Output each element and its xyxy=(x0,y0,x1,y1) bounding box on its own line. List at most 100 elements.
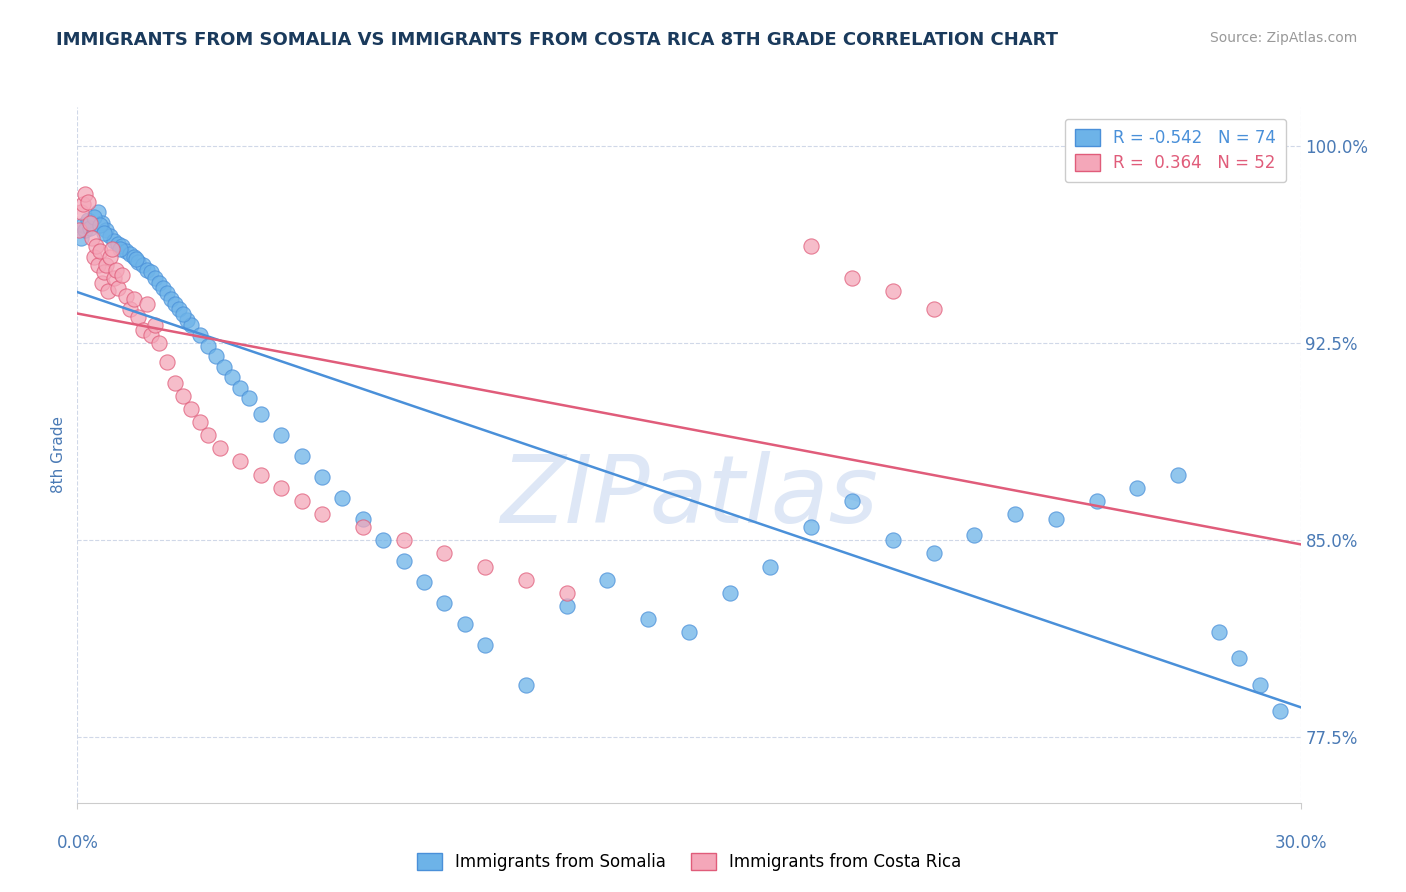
Point xyxy=(474,559,496,574)
Point xyxy=(84,239,107,253)
Point xyxy=(83,250,105,264)
Point xyxy=(515,678,537,692)
Point xyxy=(139,265,162,279)
Text: 30.0%: 30.0% xyxy=(1274,834,1327,852)
Point xyxy=(882,533,904,548)
Point xyxy=(176,312,198,326)
Point xyxy=(107,236,129,251)
Point xyxy=(169,302,191,317)
Point xyxy=(678,625,700,640)
Point xyxy=(135,262,157,277)
Point xyxy=(1270,704,1292,718)
Point xyxy=(1208,625,1230,640)
Point xyxy=(90,276,112,290)
Point xyxy=(250,407,273,421)
Point xyxy=(392,554,415,568)
Point xyxy=(270,481,292,495)
Y-axis label: 8th Grade: 8th Grade xyxy=(51,417,66,493)
Point xyxy=(229,454,252,468)
Point xyxy=(72,218,94,232)
Point xyxy=(759,559,782,574)
Point xyxy=(79,216,101,230)
Point xyxy=(433,596,456,610)
Point xyxy=(111,268,134,282)
Point xyxy=(156,355,179,369)
Point xyxy=(474,638,496,652)
Point xyxy=(800,239,823,253)
Point xyxy=(555,599,578,613)
Point xyxy=(156,286,179,301)
Point xyxy=(135,297,157,311)
Point xyxy=(143,270,166,285)
Point xyxy=(922,302,945,317)
Point xyxy=(103,234,125,248)
Point xyxy=(70,205,93,219)
Point xyxy=(172,308,194,322)
Point xyxy=(882,284,904,298)
Point xyxy=(180,318,202,332)
Point xyxy=(148,336,170,351)
Point xyxy=(83,211,105,225)
Point xyxy=(311,507,333,521)
Point xyxy=(107,281,129,295)
Point xyxy=(188,328,211,343)
Point xyxy=(413,575,436,590)
Point xyxy=(87,205,110,219)
Point xyxy=(238,392,260,406)
Point xyxy=(75,186,97,201)
Point xyxy=(963,528,986,542)
Point xyxy=(87,258,110,272)
Point xyxy=(152,281,174,295)
Point xyxy=(115,244,138,259)
Point xyxy=(841,494,863,508)
Text: ZIPatlas: ZIPatlas xyxy=(501,451,877,542)
Point xyxy=(841,270,863,285)
Point xyxy=(79,220,101,235)
Point xyxy=(922,546,945,560)
Point xyxy=(127,310,149,324)
Point xyxy=(90,216,112,230)
Point xyxy=(67,223,90,237)
Text: IMMIGRANTS FROM SOMALIA VS IMMIGRANTS FROM COSTA RICA 8TH GRADE CORRELATION CHAR: IMMIGRANTS FROM SOMALIA VS IMMIGRANTS FR… xyxy=(56,31,1059,49)
Point xyxy=(89,218,111,232)
Point xyxy=(208,442,231,456)
Point xyxy=(290,449,312,463)
Point xyxy=(188,415,211,429)
Point xyxy=(229,381,252,395)
Point xyxy=(143,318,166,332)
Point xyxy=(515,573,537,587)
Point xyxy=(131,258,153,272)
Point xyxy=(352,520,374,534)
Point xyxy=(165,297,187,311)
Point xyxy=(120,302,142,317)
Point xyxy=(105,262,128,277)
Point xyxy=(197,428,219,442)
Point xyxy=(221,370,243,384)
Point xyxy=(89,244,111,259)
Point xyxy=(124,250,146,264)
Point xyxy=(453,617,475,632)
Point xyxy=(270,428,292,442)
Point xyxy=(75,223,97,237)
Point xyxy=(1167,467,1189,482)
Point xyxy=(94,258,117,272)
Point xyxy=(800,520,823,534)
Point xyxy=(332,491,354,506)
Point xyxy=(596,573,619,587)
Point xyxy=(76,194,98,209)
Point xyxy=(165,376,187,390)
Point xyxy=(205,350,228,364)
Point xyxy=(1126,481,1149,495)
Point xyxy=(94,223,117,237)
Point xyxy=(352,512,374,526)
Point xyxy=(98,250,121,264)
Point xyxy=(72,197,94,211)
Point xyxy=(637,612,659,626)
Point xyxy=(108,242,131,256)
Point xyxy=(101,242,124,256)
Point xyxy=(311,470,333,484)
Point xyxy=(433,546,456,560)
Point xyxy=(80,231,103,245)
Point xyxy=(290,494,312,508)
Point xyxy=(93,265,115,279)
